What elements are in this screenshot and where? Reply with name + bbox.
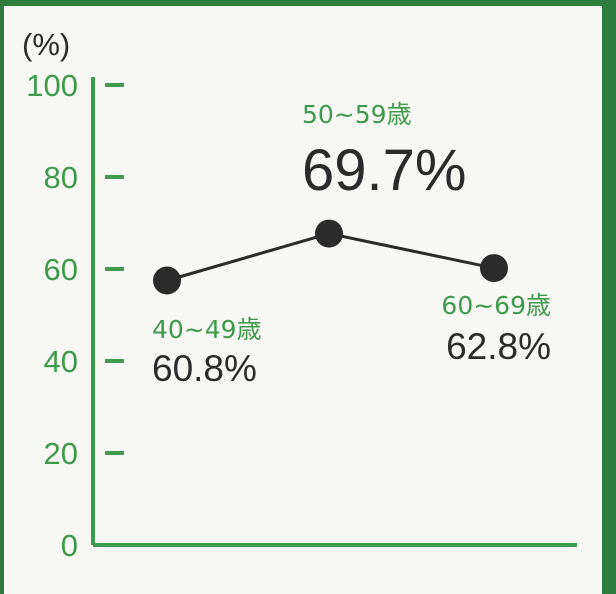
y-tick-label: 40 bbox=[44, 344, 78, 379]
value-label: 69.7% bbox=[302, 138, 466, 203]
y-tick-label: 100 bbox=[26, 68, 78, 103]
data-point bbox=[480, 254, 508, 283]
data-labels: 40~49歳 60.8% 50~59歳 69.7% 60~69歳 62.8% bbox=[152, 100, 551, 389]
data-point bbox=[315, 219, 343, 248]
data-point bbox=[153, 266, 181, 295]
series-line bbox=[153, 219, 508, 295]
category-label: 40~49歳 bbox=[152, 315, 262, 344]
category-label: 60~69歳 bbox=[441, 291, 551, 320]
y-tick-label: 60 bbox=[44, 252, 78, 287]
y-tick-label: 0 bbox=[61, 528, 78, 563]
y-tick-label: 80 bbox=[44, 160, 78, 195]
y-tick-label: 20 bbox=[44, 436, 78, 471]
axes: 0 20 40 60 80 100 bbox=[26, 68, 577, 563]
y-unit-label: (%) bbox=[22, 27, 70, 62]
value-label: 62.8% bbox=[446, 326, 551, 367]
value-label: 60.8% bbox=[152, 348, 257, 389]
category-label: 50~59歳 bbox=[302, 100, 412, 129]
chart-panel bbox=[4, 6, 602, 594]
